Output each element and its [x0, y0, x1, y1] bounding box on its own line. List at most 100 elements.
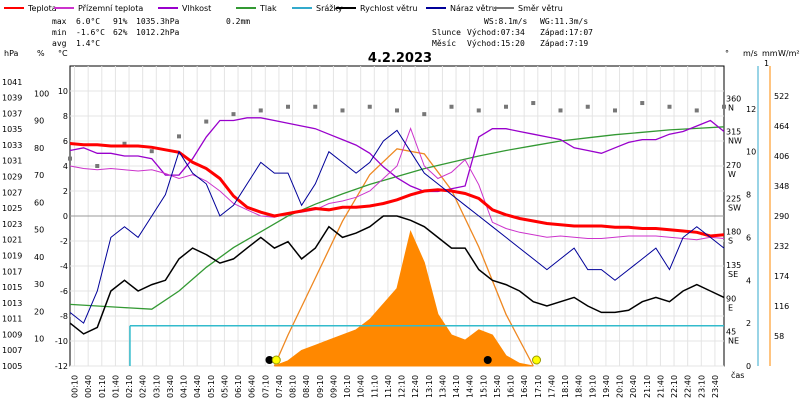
- x-tick-label: 00:10: [71, 375, 80, 398]
- axis-unit-time: čas: [731, 370, 744, 380]
- wind-direction-point: [722, 104, 726, 109]
- x-tick-label: 10:10: [343, 375, 352, 398]
- info-sun-label: Slunce: [432, 28, 461, 37]
- wind-direction-point: [95, 164, 100, 168]
- info-sun-rise: Východ:07:34: [467, 28, 525, 37]
- legend-label: Přízemní teplota: [78, 4, 143, 13]
- info-moon-rise: Východ:15:20: [467, 39, 525, 48]
- hpa-tick-label: 1013: [2, 299, 22, 308]
- stat-hum-max: 91%: [113, 17, 128, 26]
- axis-unit-wm2: W/m²: [778, 49, 800, 58]
- hpa-tick-label: 1021: [2, 236, 22, 245]
- hpa-tick-label: 1007: [2, 346, 22, 355]
- x-tick-label: 05:10: [207, 375, 216, 398]
- hpa-tick-label: 1031: [2, 157, 22, 166]
- pct-tick-label: 90: [34, 117, 44, 126]
- x-tick-label: 14:10: [452, 375, 461, 398]
- info-ws: WS:8.1m/s: [484, 17, 528, 26]
- legend-label: Vlhkost: [182, 4, 211, 13]
- direction-tick-label: 180: [726, 228, 741, 237]
- direction-compass-label: S: [728, 237, 733, 246]
- wind-direction-point: [204, 119, 209, 124]
- wind-direction-point: [286, 104, 290, 109]
- direction-tick-label: 270: [726, 161, 741, 170]
- solar-area: [274, 229, 534, 367]
- axis-unit-hpa: hPa: [4, 49, 19, 58]
- direction-tick-label: 135: [726, 261, 741, 270]
- moonrise-marker: [483, 356, 492, 364]
- stat-temp-max: 6.0°C: [76, 17, 100, 26]
- x-tick-label: 18:40: [575, 375, 584, 398]
- hpa-tick-label: 1041: [2, 78, 22, 87]
- direction-compass-label: W: [728, 170, 736, 179]
- x-tick-label: 20:40: [629, 375, 638, 398]
- info-moon-label: Měsíc: [432, 39, 456, 48]
- temp-tick-label: 8: [63, 112, 68, 121]
- temp-tick-label: 6: [63, 137, 68, 146]
- x-tick-label: 14:40: [466, 375, 475, 398]
- wind-direction-point: [531, 101, 536, 106]
- temp-tick-label: 10: [58, 87, 68, 96]
- x-tick-label: 21:10: [643, 375, 652, 398]
- x-tick-label: 11:40: [384, 375, 393, 398]
- direction-tick-label: 360: [726, 94, 741, 103]
- wind-direction-point: [558, 108, 563, 113]
- x-tick-label: 12:10: [398, 375, 407, 398]
- legend-label: Rychlost větru: [360, 4, 417, 13]
- legend-label: Srážky: [316, 4, 343, 13]
- wind-direction-point: [367, 104, 372, 109]
- pct-tick-label: 40: [34, 253, 44, 262]
- x-tick-label: 22:40: [684, 375, 693, 398]
- pct-tick-label: 60: [34, 198, 44, 207]
- x-tick-label: 19:10: [588, 375, 597, 398]
- direction-compass-label: NE: [728, 337, 739, 346]
- hpa-tick-label: 1009: [2, 330, 22, 339]
- sunrise-marker: [271, 355, 281, 365]
- plot-area: [68, 101, 726, 367]
- x-tick-label: 06:40: [248, 375, 257, 398]
- ground-temperature-line: [69, 127, 725, 241]
- x-tick-label: 17:10: [534, 375, 543, 398]
- x-tick-label: 16:10: [507, 375, 516, 398]
- stat-label-max: max: [52, 17, 67, 26]
- direction-compass-label: SW: [728, 203, 741, 212]
- theoretical-solar-line: [273, 148, 534, 367]
- legend-label: Náraz větru: [450, 4, 497, 13]
- hpa-tick-label: 1019: [2, 251, 22, 260]
- x-tick-label: 07:10: [261, 375, 270, 398]
- axis-unit-temp: °C: [58, 49, 68, 58]
- x-tick-label: 00:40: [84, 375, 93, 398]
- hpa-tick-label: 1015: [2, 283, 22, 292]
- solar-tick-label: 58: [774, 332, 784, 341]
- wind-direction-point: [667, 104, 672, 109]
- wind-direction-point: [340, 108, 345, 113]
- x-tick-label: 09:40: [329, 375, 338, 398]
- solar-tick-label: 116: [774, 302, 789, 311]
- temp-tick-label: -10: [55, 337, 68, 346]
- wind-direction-point: [476, 108, 481, 113]
- hpa-tick-label: 1023: [2, 220, 22, 229]
- x-tick-label: 12:40: [411, 375, 420, 398]
- pct-tick-label: 30: [34, 280, 44, 289]
- legend: Teplota Přízemní teplota Vlhkost Tlak Srážky…: [4, 4, 563, 13]
- hpa-tick-label: 1033: [2, 141, 22, 150]
- pct-tick-label: 100: [34, 89, 49, 98]
- direction-compass-label: NW: [728, 137, 742, 146]
- wind-speed-line: [69, 215, 725, 335]
- temp-tick-label: 4: [63, 162, 68, 171]
- wind-direction-point: [122, 141, 127, 146]
- x-tick-label: 11:10: [370, 375, 379, 398]
- legend-label: Teplota: [27, 4, 57, 13]
- x-tick-label: 15:10: [479, 375, 488, 398]
- wind-direction-point: [258, 108, 263, 113]
- sunset-marker: [532, 355, 542, 365]
- direction-compass-label: N: [728, 103, 734, 112]
- wind-tick-label: 8: [746, 191, 751, 200]
- hpa-tick-label: 1017: [2, 267, 22, 276]
- x-tick-label: 08:40: [302, 375, 311, 398]
- x-tick-label: 08:10: [289, 375, 298, 398]
- x-tick-label: 09:10: [316, 375, 325, 398]
- wind-direction-point: [613, 108, 617, 113]
- direction-compass-label: SE: [728, 270, 738, 279]
